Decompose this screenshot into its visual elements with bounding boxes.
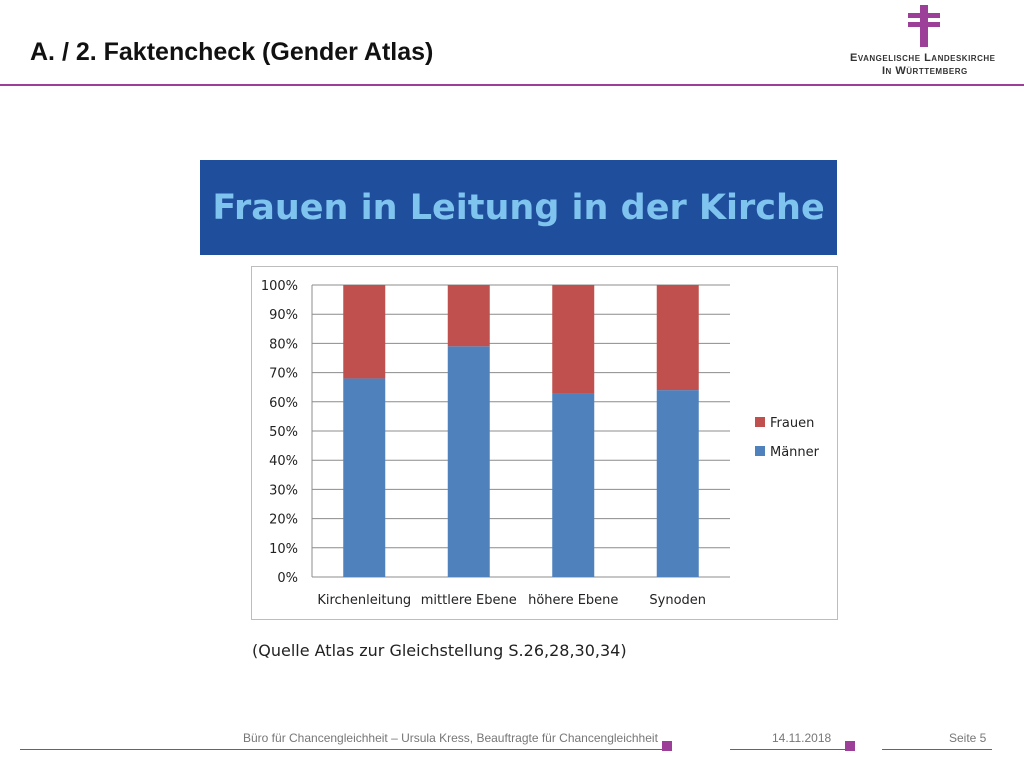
church-logo: Evangelische Landeskirche In Württemberg [850, 5, 1000, 80]
x-category-label: höhere Ebene [528, 593, 618, 608]
legend-swatch [755, 446, 765, 456]
banner-title: Frauen in Leitung in der Kirche [212, 187, 825, 228]
y-tick-label: 90% [269, 308, 298, 323]
y-tick-label: 60% [269, 396, 298, 411]
bar-mnner [552, 393, 595, 577]
y-tick-label: 20% [269, 513, 298, 528]
y-tick-label: 30% [269, 483, 298, 498]
footer: Büro für Chancengleichheit – Ursula Kres… [0, 720, 1024, 768]
bar-mnner [656, 390, 699, 577]
chart-banner: Frauen in Leitung in der Kirche [200, 160, 837, 255]
bar-frauen [447, 285, 490, 347]
chart-frame: 0% 10% 20% 30% 40% 50% 60% 70% 80% 90% 100% Kirchen… [251, 266, 838, 620]
x-category-label: Synoden [649, 593, 706, 608]
y-tick-label: 70% [269, 367, 298, 382]
bar-frauen [656, 285, 699, 391]
stacked-bar-chart: 0% 10% 20% 30% 40% 50% 60% 70% 80% 90% 100% Kirchen… [261, 279, 820, 608]
header-divider [0, 84, 1024, 86]
y-tick-label: 100% [261, 279, 298, 294]
footer-divider-left [20, 749, 666, 750]
footer-author: Büro für Chancengleichheit – Ursula Kres… [243, 731, 658, 745]
footer-page-number: Seite 5 [949, 731, 987, 745]
legend-label: Männer [770, 445, 820, 460]
y-tick-label: 80% [269, 337, 298, 352]
x-category-label: mittlere Ebene [421, 593, 517, 608]
logo-text-line2: In Württemberg [882, 65, 968, 77]
footer-square-marker [845, 741, 855, 751]
cross-icon [908, 5, 940, 47]
y-tick-label: 40% [269, 454, 298, 469]
x-category-label: Kirchenleitung [317, 593, 411, 608]
source-note: (Quelle Atlas zur Gleichstellung S.26,28… [252, 641, 627, 660]
bar-mnner [343, 378, 386, 577]
legend-label: Frauen [770, 416, 814, 431]
bar-frauen [552, 285, 595, 394]
y-tick-label: 50% [269, 425, 298, 440]
bar-frauen [343, 285, 386, 379]
y-tick-label: 0% [277, 571, 298, 586]
footer-date: 14.11.2018 [772, 731, 832, 745]
y-tick-label: 10% [269, 542, 298, 557]
logo-text-line1: Evangelische Landeskirche [850, 52, 996, 64]
footer-divider-middle [730, 749, 848, 750]
bar-mnner [447, 346, 490, 577]
page-title: A. / 2. Faktencheck (Gender Atlas) [30, 38, 434, 66]
footer-square-marker [662, 741, 672, 751]
legend-swatch [755, 417, 765, 427]
footer-divider-right [882, 749, 992, 750]
